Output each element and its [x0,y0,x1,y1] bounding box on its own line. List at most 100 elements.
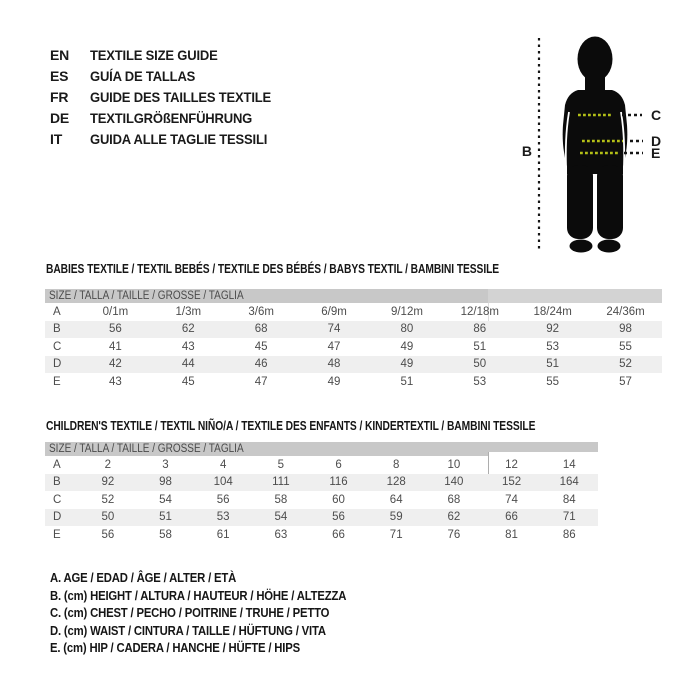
table-cell: 45 [181,375,195,388]
table-cell: 164 [559,476,579,489]
table-cell: 55 [619,340,632,353]
table-cell: 48 [327,358,341,371]
waist-measure-label: D [651,133,661,149]
hip-measure-label: E [651,145,660,161]
table-cell: 49 [400,358,414,371]
table-cell: 56 [101,528,115,541]
babies-size-table: SIZE / TALLA / TAILLE / GRÖSSE / TAGLIA … [45,289,662,391]
table-cell: 49 [327,375,341,388]
table-cell: 52 [619,358,632,371]
table-cell: 58 [274,493,288,506]
table-cell: 50 [473,358,487,371]
table-row: A 2 3 4 5 6 8 10 12 14 [45,456,598,474]
table-cell: 51 [159,511,172,524]
table-cell: 84 [562,493,576,506]
table-cell: 53 [546,340,560,353]
row-label: D [53,358,62,371]
table-cell: 60 [332,493,345,506]
table-cell: 5 [277,458,285,471]
table-row: B 92 98 104 111 116 128 140 152 164 [45,473,598,491]
row-label: E [53,375,61,388]
table-cell: 58 [159,528,172,541]
table-cell: 86 [473,323,487,336]
table-cell: 61 [216,528,230,541]
highlighted-cell-patch [488,452,598,474]
table-cell: 68 [254,323,268,336]
table-row: C 41 43 45 47 49 51 53 55 [45,338,662,356]
table-cell: 76 [447,528,461,541]
table-cell: 53 [216,511,230,524]
table-cell: 3/6m [248,305,274,318]
table-cell: 10 [447,458,461,471]
table-cell: 24/36m [606,305,645,318]
row-label: A [53,305,61,318]
table-cell: 8 [392,458,400,471]
language-code: EN [50,46,70,63]
table-cell: 50 [101,511,115,524]
table-cell: 4 [219,458,227,471]
table-cell: 43 [109,375,122,388]
legend-line-chest: C. (cm) CHEST / PECHO / POITRINE / TRUHE… [50,605,330,620]
chest-measure-label: C [651,107,661,123]
table-cell: 104 [213,476,233,489]
table-cell: 14 [562,458,576,471]
table-cell: 62 [447,511,461,524]
table-cell: 66 [332,528,345,541]
table-row: C 52 54 56 58 60 64 68 74 84 [45,491,598,509]
language-row-es: ES GUÍA DE TALLAS [50,65,285,86]
table-cell: 59 [389,511,403,524]
language-label: TEXTILGRÖßENFÜHRUNG [90,109,253,126]
table-cell: 47 [254,375,268,388]
table-cell: 56 [109,323,122,336]
column-divider-line [488,303,489,321]
table-cell: 45 [254,340,268,353]
table-cell: 53 [473,375,487,388]
table-cell: 98 [619,323,632,336]
table-cell: 44 [181,358,195,371]
table-header-band: SIZE / TALLA / TAILLE / GRÖSSE / TAGLIA [45,442,598,456]
table-cell: 51 [473,340,487,353]
language-row-fr: FR GUIDE DES TAILLES TEXTILE [50,86,285,107]
table-cell: 92 [546,323,560,336]
table-cell: 55 [546,375,560,388]
language-title-list: EN TEXTILE SIZE GUIDE ES GUÍA DE TALLAS … [50,44,285,149]
table-cell: 51 [400,375,414,388]
header-band-light-segment [488,289,662,303]
legend-line-waist: D. (cm) WAIST / CINTURA / TAILLE / HÜFTU… [50,622,326,638]
legend-line-height: B. (cm) HEIGHT / ALTURA / HAUTEUR / HÖHE… [50,587,347,603]
legend-line-hip: E. (cm) HIP / CADERA / HANCHE / HÜFTE / … [50,640,300,655]
legend-line-age: A. AGE / EDAD / ÂGE / ALTER / ETÀ [50,570,237,585]
table-cell: 42 [109,358,122,371]
table-cell: 81 [505,528,518,541]
table-cell: 47 [327,340,341,353]
table-cell: 6 [335,458,342,471]
table-cell: 54 [159,493,172,506]
table-cell: 18/24m [533,305,572,318]
table-cell: 41 [109,340,122,353]
table-cell: 80 [400,323,414,336]
table-cell: 68 [447,493,461,506]
language-label: GUIDA ALLE TAGLIE TESSILI [90,130,268,147]
table-cell: 116 [329,476,348,489]
table-row: E 56 58 61 63 66 71 76 81 86 [45,526,598,544]
table-cell: 66 [505,511,518,524]
children-section-title: CHILDREN'S TEXTILE / TEXTIL NIÑO/A / TEX… [46,418,536,433]
table-cell: 74 [327,323,341,336]
table-row: B 56 62 68 74 80 86 92 98 [45,320,662,338]
language-label: TEXTILE SIZE GUIDE [90,46,218,63]
table-cell: 56 [332,511,345,524]
table-cell: 3 [162,458,169,471]
table-row: A 0/1m 1/3m 3/6m 6/9m 9/12m 12/18m 18/24m 24/36m [45,303,662,321]
table-rows: A 0/1m 1/3m 3/6m 6/9m 9/12m 12/18m 18/24m 24/36m… [45,303,662,391]
table-cell: 92 [101,476,115,489]
table-cell: 49 [400,340,414,353]
table-cell: 56 [216,493,230,506]
table-cell: 86 [562,528,576,541]
table-cell: 12 [505,458,518,471]
language-code: IT [50,130,63,147]
row-label: B [53,476,61,489]
row-label: C [53,493,62,506]
table-cell: 63 [274,528,288,541]
language-label: GUIDE DES TAILLES TEXTILE [90,88,272,105]
babies-section-title: BABIES TEXTILE / TEXTIL BEBÉS / TEXTILE … [46,261,500,276]
